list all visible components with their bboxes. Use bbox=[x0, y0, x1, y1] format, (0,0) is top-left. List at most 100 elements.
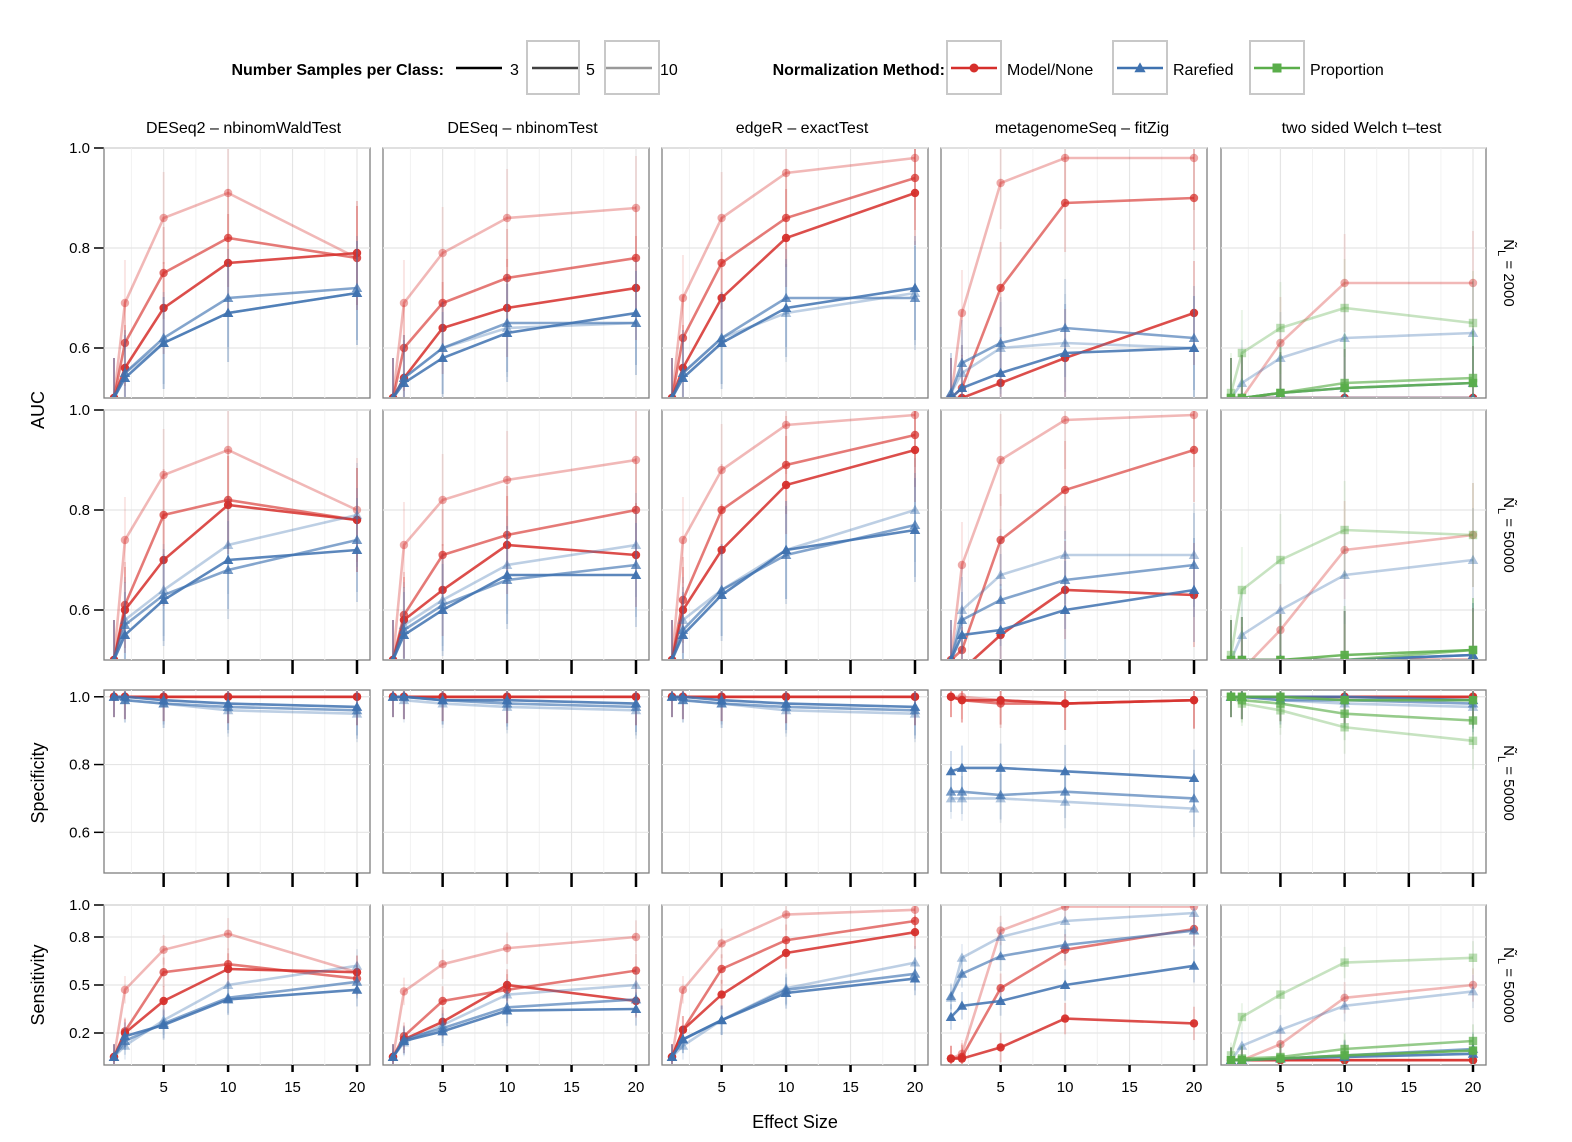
series bbox=[108, 965, 363, 1064]
chart-panel: 5 10 15 20 bbox=[382, 904, 650, 1096]
data-point bbox=[677, 624, 689, 634]
data-point bbox=[716, 332, 727, 342]
series bbox=[1226, 483, 1478, 659]
x-tick-label: 5 bbox=[438, 1079, 446, 1096]
series bbox=[388, 411, 641, 659]
panel-frame bbox=[940, 147, 1208, 399]
data-point bbox=[398, 372, 410, 382]
data-point bbox=[1059, 347, 1071, 357]
x-tick-label: 10 bbox=[778, 1079, 795, 1096]
data-point bbox=[399, 298, 409, 308]
y-tick-label: 0.8 bbox=[69, 240, 90, 257]
data-point bbox=[158, 1014, 169, 1025]
data-point bbox=[437, 698, 448, 708]
y-tick-label: 0.6 bbox=[69, 824, 90, 841]
data-point bbox=[910, 188, 920, 198]
data-point bbox=[159, 555, 168, 565]
series bbox=[388, 156, 641, 397]
chart-panel bbox=[661, 147, 929, 399]
series-line bbox=[671, 961, 916, 1058]
data-point bbox=[438, 495, 447, 505]
data-point bbox=[1189, 695, 1199, 705]
data-point bbox=[945, 786, 957, 796]
data-point bbox=[995, 995, 1006, 1005]
data-point bbox=[1276, 338, 1285, 348]
data-point bbox=[678, 595, 688, 605]
data-point bbox=[502, 540, 512, 550]
data-point bbox=[352, 692, 362, 701]
data-point bbox=[437, 1022, 448, 1033]
series-line bbox=[949, 156, 1194, 397]
chart-panel bbox=[382, 689, 650, 887]
data-point bbox=[781, 460, 791, 470]
series bbox=[111, 463, 363, 659]
data-point bbox=[1339, 569, 1350, 579]
data-point bbox=[716, 332, 727, 342]
series bbox=[667, 411, 920, 659]
data-point bbox=[995, 624, 1006, 634]
data-point bbox=[630, 701, 642, 711]
data-point bbox=[631, 692, 641, 701]
panel-frame bbox=[940, 689, 1208, 874]
data-point bbox=[1060, 699, 1070, 708]
series-line bbox=[1250, 533, 1474, 659]
data-point bbox=[909, 973, 921, 983]
data-point bbox=[502, 303, 512, 313]
series-line bbox=[1230, 331, 1474, 397]
data-point bbox=[948, 654, 954, 659]
x-tick-label: 5 bbox=[1276, 1079, 1284, 1096]
data-point bbox=[717, 293, 726, 303]
data-point bbox=[398, 691, 410, 701]
data-point bbox=[631, 966, 641, 975]
data-point bbox=[1275, 352, 1286, 362]
data-point bbox=[717, 465, 726, 475]
data-point bbox=[351, 534, 363, 544]
x-tick-label: 5 bbox=[159, 1079, 167, 1096]
legend-sample-label: 10 bbox=[660, 62, 678, 79]
data-point bbox=[1059, 939, 1071, 949]
data-point bbox=[1468, 1046, 1478, 1055]
data-point bbox=[780, 549, 792, 559]
data-point bbox=[678, 1025, 688, 1035]
data-point bbox=[1468, 530, 1478, 540]
data-point bbox=[1226, 692, 1236, 701]
plot-area bbox=[667, 411, 921, 659]
data-point bbox=[1059, 574, 1071, 584]
series bbox=[387, 691, 642, 739]
data-point bbox=[1340, 278, 1349, 288]
data-point bbox=[1189, 411, 1199, 420]
x-tick-label: 15 bbox=[563, 1079, 580, 1096]
data-point bbox=[781, 692, 791, 701]
data-point bbox=[630, 317, 642, 327]
data-point bbox=[111, 654, 117, 659]
legend-samples-keys: 3 5 10 bbox=[456, 40, 678, 95]
data-point bbox=[957, 695, 967, 705]
data-point bbox=[398, 619, 410, 629]
y-tick-label: 0.2 bbox=[69, 1025, 90, 1042]
data-point bbox=[159, 945, 168, 954]
y-tick-label: 1.0 bbox=[69, 402, 90, 419]
panel-frame bbox=[103, 689, 371, 874]
data-point bbox=[119, 1035, 131, 1045]
data-point bbox=[501, 327, 513, 337]
series-line bbox=[391, 935, 637, 1058]
series-line bbox=[670, 156, 916, 397]
series bbox=[945, 294, 1200, 397]
plot-area bbox=[666, 906, 921, 1064]
data-point bbox=[222, 554, 234, 564]
data-point bbox=[1226, 1051, 1236, 1060]
data-point bbox=[1468, 530, 1478, 540]
series bbox=[945, 949, 1200, 1030]
plot-area bbox=[108, 691, 363, 743]
data-point bbox=[438, 298, 447, 308]
data-point bbox=[1059, 915, 1071, 925]
data-point bbox=[159, 303, 168, 313]
data-point bbox=[1467, 986, 1479, 996]
series-line bbox=[113, 695, 358, 716]
series-line bbox=[1229, 990, 1474, 1061]
series bbox=[111, 236, 363, 397]
data-point bbox=[352, 253, 362, 263]
row-strips: ÑL = 2000 ÑL = 50000 ÑL = 50000 ÑL = 500… bbox=[1495, 239, 1517, 1023]
data-point bbox=[909, 957, 921, 967]
